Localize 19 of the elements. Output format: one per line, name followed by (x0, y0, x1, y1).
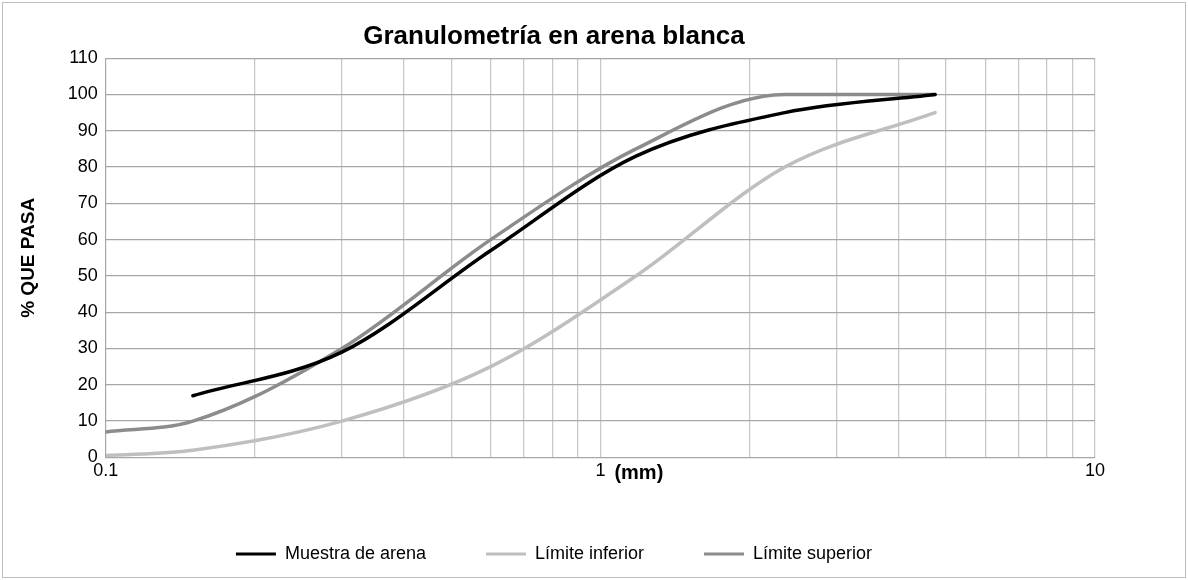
x-tick-label: 1 (595, 460, 606, 481)
y-axis-title: % QUE PASA (16, 197, 38, 318)
y-tick-label: 80 (77, 156, 98, 177)
chart-title: Granulometría en arena blanca (363, 19, 746, 50)
y-tick-label: 100 (67, 83, 98, 104)
y-tick-label: 50 (77, 264, 98, 285)
legend-label: Muestra de arena (284, 542, 427, 563)
y-tick-label: 30 (77, 337, 98, 358)
y-tick-label: 10 (77, 410, 98, 431)
y-tick-label: 70 (77, 192, 98, 213)
y-tick-label: 90 (77, 119, 98, 140)
y-tick-label: 20 (77, 373, 98, 394)
y-tick-label: 110 (69, 47, 98, 68)
x-axis-title: (mm) (614, 460, 664, 483)
legend-label: Límite superior (753, 542, 873, 563)
x-tick-label: 10 (1084, 460, 1106, 481)
y-tick-label: 40 (77, 301, 98, 322)
y-tick-label: 60 (77, 228, 98, 249)
legend-label: Límite inferior (535, 542, 645, 563)
